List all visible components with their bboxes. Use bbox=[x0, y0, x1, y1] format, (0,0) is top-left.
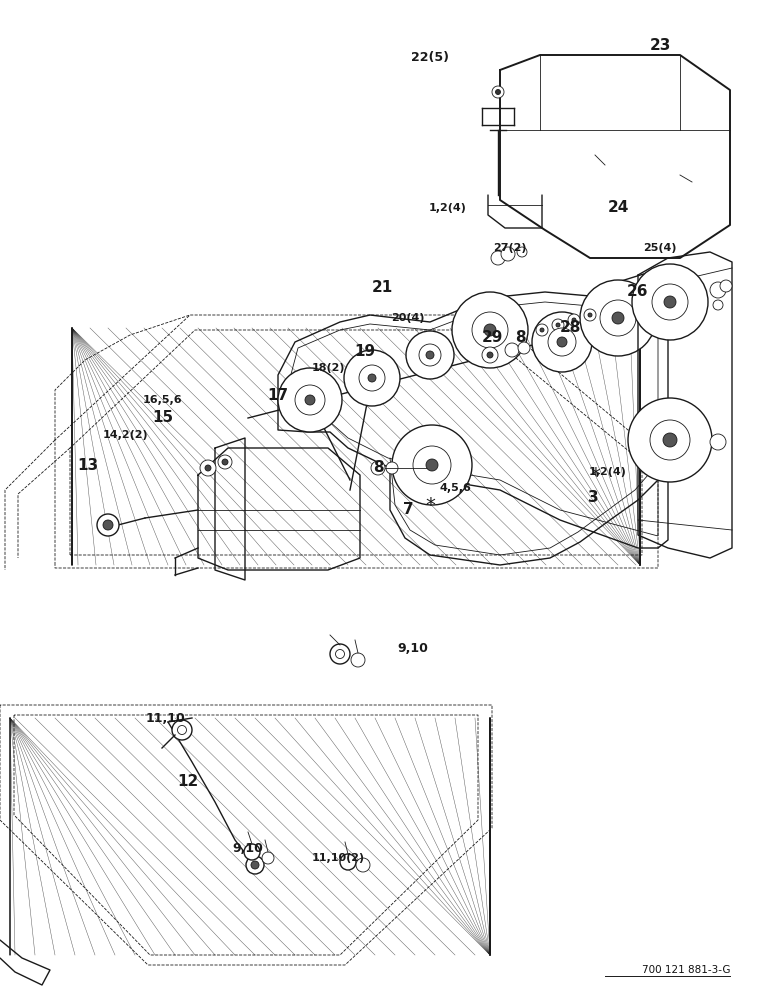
Circle shape bbox=[251, 861, 259, 869]
Circle shape bbox=[246, 856, 264, 874]
Text: 15: 15 bbox=[152, 410, 174, 426]
Circle shape bbox=[200, 460, 216, 476]
Text: 29: 29 bbox=[481, 330, 503, 346]
Text: 17: 17 bbox=[267, 387, 289, 402]
Circle shape bbox=[505, 343, 519, 357]
Circle shape bbox=[356, 858, 370, 872]
Circle shape bbox=[205, 465, 211, 471]
Circle shape bbox=[557, 337, 567, 347]
Text: 13: 13 bbox=[77, 458, 99, 473]
Circle shape bbox=[588, 313, 592, 317]
Circle shape bbox=[386, 462, 398, 474]
Circle shape bbox=[501, 247, 515, 261]
Text: 1,2(4): 1,2(4) bbox=[589, 467, 627, 477]
Text: 16,5,6: 16,5,6 bbox=[143, 395, 183, 405]
Circle shape bbox=[472, 312, 508, 348]
Circle shape bbox=[572, 318, 576, 322]
Text: 27(2): 27(2) bbox=[493, 243, 527, 253]
Circle shape bbox=[244, 844, 260, 860]
Circle shape bbox=[710, 434, 726, 450]
Circle shape bbox=[351, 653, 365, 667]
Circle shape bbox=[628, 398, 712, 482]
Circle shape bbox=[496, 90, 500, 95]
Text: 8: 8 bbox=[515, 330, 525, 346]
Text: 11,10: 11,10 bbox=[145, 712, 185, 724]
Text: 18(2): 18(2) bbox=[311, 363, 345, 373]
Circle shape bbox=[392, 425, 472, 505]
Text: 24: 24 bbox=[608, 200, 628, 216]
Text: 22(5): 22(5) bbox=[411, 51, 449, 64]
Text: 9,10: 9,10 bbox=[398, 642, 428, 654]
Circle shape bbox=[710, 282, 726, 298]
Text: 7: 7 bbox=[403, 502, 413, 518]
Circle shape bbox=[552, 319, 564, 331]
Text: 12: 12 bbox=[178, 774, 198, 790]
Circle shape bbox=[600, 300, 636, 336]
Circle shape bbox=[491, 251, 505, 265]
Text: 11,10(2): 11,10(2) bbox=[311, 853, 364, 863]
Text: 19: 19 bbox=[354, 344, 375, 360]
Circle shape bbox=[330, 644, 350, 664]
Circle shape bbox=[568, 314, 580, 326]
Circle shape bbox=[532, 312, 592, 372]
Circle shape bbox=[482, 347, 498, 363]
Text: 700 121 881-3-G: 700 121 881-3-G bbox=[642, 965, 730, 975]
Text: *: * bbox=[590, 466, 600, 485]
Text: 4,5,6: 4,5,6 bbox=[439, 483, 471, 493]
Circle shape bbox=[178, 726, 187, 734]
Circle shape bbox=[612, 312, 624, 324]
Circle shape bbox=[222, 459, 228, 465]
Circle shape bbox=[517, 247, 527, 257]
Circle shape bbox=[344, 350, 400, 406]
Circle shape bbox=[359, 365, 385, 391]
Circle shape bbox=[368, 374, 376, 382]
Text: *: * bbox=[425, 495, 435, 514]
Circle shape bbox=[278, 368, 342, 432]
Circle shape bbox=[340, 854, 356, 870]
Circle shape bbox=[103, 520, 113, 530]
Text: 8: 8 bbox=[373, 460, 384, 476]
Circle shape bbox=[664, 296, 676, 308]
Circle shape bbox=[518, 342, 530, 354]
Circle shape bbox=[426, 459, 438, 471]
Text: 9,10: 9,10 bbox=[232, 842, 263, 854]
Text: 14,2(2): 14,2(2) bbox=[103, 430, 149, 440]
Circle shape bbox=[484, 324, 496, 336]
Text: 23: 23 bbox=[649, 37, 671, 52]
Circle shape bbox=[305, 395, 315, 405]
Circle shape bbox=[536, 324, 548, 336]
Circle shape bbox=[632, 264, 708, 340]
Circle shape bbox=[663, 433, 677, 447]
Text: 21: 21 bbox=[371, 280, 393, 296]
Circle shape bbox=[540, 328, 544, 332]
Circle shape bbox=[584, 309, 596, 321]
Circle shape bbox=[371, 461, 385, 475]
Text: 28: 28 bbox=[559, 320, 581, 336]
Circle shape bbox=[556, 323, 560, 327]
Circle shape bbox=[580, 280, 656, 356]
Circle shape bbox=[548, 328, 576, 356]
Text: 1,2(4): 1,2(4) bbox=[429, 203, 467, 213]
Circle shape bbox=[650, 420, 690, 460]
Circle shape bbox=[713, 300, 723, 310]
Circle shape bbox=[336, 650, 344, 658]
Circle shape bbox=[419, 344, 441, 366]
Circle shape bbox=[295, 385, 325, 415]
Circle shape bbox=[452, 292, 528, 368]
Circle shape bbox=[720, 280, 732, 292]
Text: 20(4): 20(4) bbox=[391, 313, 425, 323]
Circle shape bbox=[97, 514, 119, 536]
Text: 25(4): 25(4) bbox=[643, 243, 677, 253]
Circle shape bbox=[172, 720, 192, 740]
Circle shape bbox=[652, 284, 688, 320]
Text: 3: 3 bbox=[587, 490, 598, 506]
Circle shape bbox=[413, 446, 451, 484]
Circle shape bbox=[218, 455, 232, 469]
Circle shape bbox=[492, 86, 504, 98]
Circle shape bbox=[262, 852, 274, 864]
Circle shape bbox=[487, 352, 493, 358]
Circle shape bbox=[406, 331, 454, 379]
Text: 26: 26 bbox=[627, 284, 648, 300]
Circle shape bbox=[426, 351, 434, 359]
